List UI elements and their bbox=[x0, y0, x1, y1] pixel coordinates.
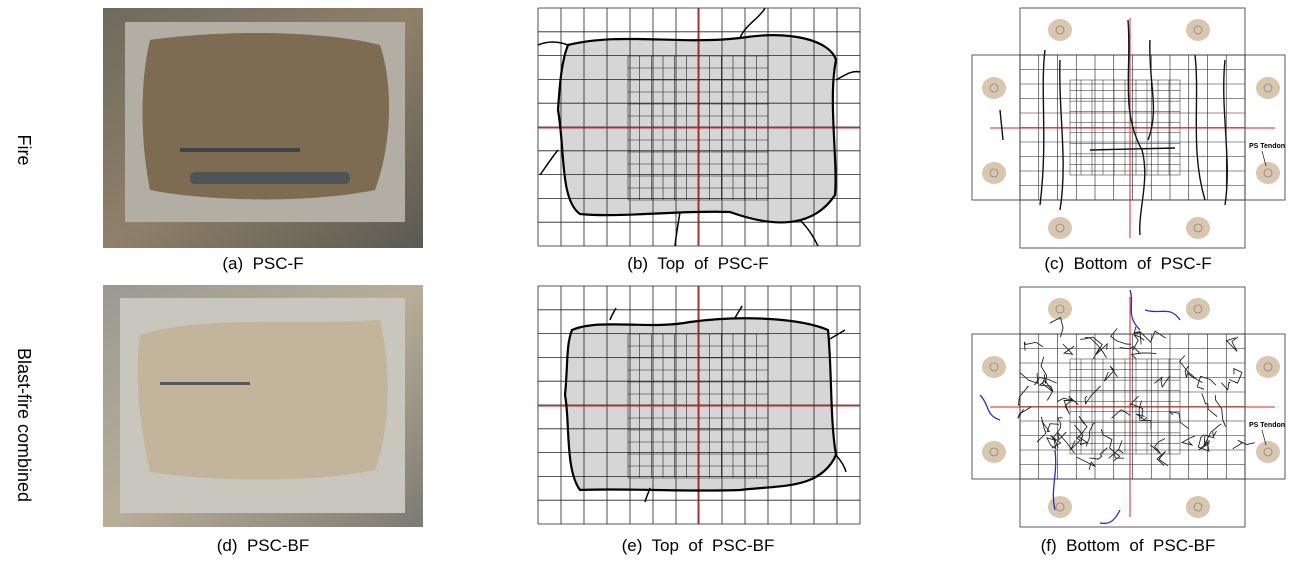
crack bbox=[1136, 414, 1146, 420]
tendon-anchor bbox=[1256, 356, 1280, 378]
crack bbox=[1154, 376, 1169, 387]
caption: (d) PSC-BF bbox=[217, 536, 310, 555]
caption: (f) Bottom of PSC-BF bbox=[1041, 536, 1216, 555]
crack bbox=[1233, 440, 1255, 449]
crack bbox=[1169, 411, 1188, 428]
top-view bbox=[538, 286, 860, 524]
photo bbox=[103, 285, 423, 527]
damage-area bbox=[558, 35, 836, 222]
crack bbox=[1120, 346, 1139, 352]
crack bbox=[1112, 410, 1131, 419]
crack bbox=[1150, 439, 1165, 454]
caption: (e) Top of PSC-BF bbox=[622, 536, 775, 555]
photo bbox=[103, 8, 423, 248]
crack bbox=[1024, 342, 1043, 351]
crack bbox=[1157, 451, 1168, 465]
crack bbox=[836, 72, 860, 80]
crack bbox=[1180, 356, 1203, 383]
crack bbox=[1113, 452, 1124, 461]
crack bbox=[1037, 417, 1046, 442]
tendon-label: PS Tendon bbox=[1249, 422, 1285, 429]
row-label: Fire bbox=[14, 135, 34, 166]
bottom-view bbox=[972, 8, 1285, 248]
tendon-anchor bbox=[1256, 162, 1280, 184]
tendon-anchor bbox=[982, 356, 1006, 378]
crack bbox=[1197, 376, 1216, 389]
crack bbox=[1229, 369, 1242, 384]
caption: (a) PSC-F bbox=[222, 254, 303, 273]
top-view bbox=[538, 8, 860, 246]
crack-blast bbox=[1100, 510, 1120, 523]
tendon-anchor bbox=[982, 77, 1006, 99]
caption: (c) Bottom of PSC-F bbox=[1044, 254, 1211, 273]
crack bbox=[1000, 110, 1003, 140]
tendon-anchor bbox=[1186, 298, 1210, 320]
tendon-anchor bbox=[1048, 19, 1072, 41]
tendon-label: PS Tendon bbox=[1249, 143, 1285, 150]
tendon-anchor bbox=[1048, 298, 1072, 320]
crack bbox=[1182, 436, 1195, 445]
crack bbox=[1076, 457, 1095, 470]
row-label: Blast-fire combined bbox=[14, 348, 34, 502]
crack bbox=[540, 150, 558, 175]
tendon-anchor bbox=[1256, 441, 1280, 463]
crack bbox=[1041, 357, 1047, 384]
crack bbox=[828, 330, 845, 340]
crack bbox=[1104, 366, 1117, 381]
crack bbox=[1071, 438, 1080, 449]
crack bbox=[1213, 424, 1222, 436]
crack bbox=[1202, 394, 1217, 417]
crack bbox=[1227, 337, 1239, 352]
crack bbox=[1077, 416, 1087, 438]
crack bbox=[800, 220, 818, 246]
bottom-view bbox=[972, 287, 1285, 527]
tendon-anchor bbox=[1048, 217, 1072, 239]
tendon-anchor bbox=[1186, 19, 1210, 41]
crack bbox=[1224, 60, 1228, 205]
crack bbox=[1060, 60, 1063, 210]
tendon-anchor bbox=[1186, 217, 1210, 239]
crack bbox=[1020, 372, 1038, 383]
crack bbox=[1215, 395, 1225, 427]
crack bbox=[538, 42, 568, 45]
page: Fire Blast-fire combined (a) PSC-F (b) T… bbox=[0, 0, 1298, 567]
tendon-anchor bbox=[982, 162, 1006, 184]
tendon-anchor bbox=[1186, 496, 1210, 518]
crack bbox=[735, 306, 742, 318]
tendon-anchor bbox=[1256, 77, 1280, 99]
crack-blast bbox=[1145, 310, 1180, 320]
tendon-anchor bbox=[1048, 496, 1072, 518]
crack bbox=[1132, 353, 1157, 359]
damage-area bbox=[565, 318, 836, 490]
crack bbox=[740, 8, 765, 38]
crack bbox=[1101, 429, 1114, 452]
caption: (b) Top of PSC-F bbox=[627, 254, 768, 273]
crack bbox=[836, 455, 846, 472]
crack-blast bbox=[1130, 290, 1140, 330]
crack bbox=[1063, 344, 1074, 354]
figure: Fire Blast-fire combined (a) PSC-F (b) T… bbox=[0, 0, 1298, 567]
tendon-anchor bbox=[982, 441, 1006, 463]
crack bbox=[1221, 382, 1230, 389]
